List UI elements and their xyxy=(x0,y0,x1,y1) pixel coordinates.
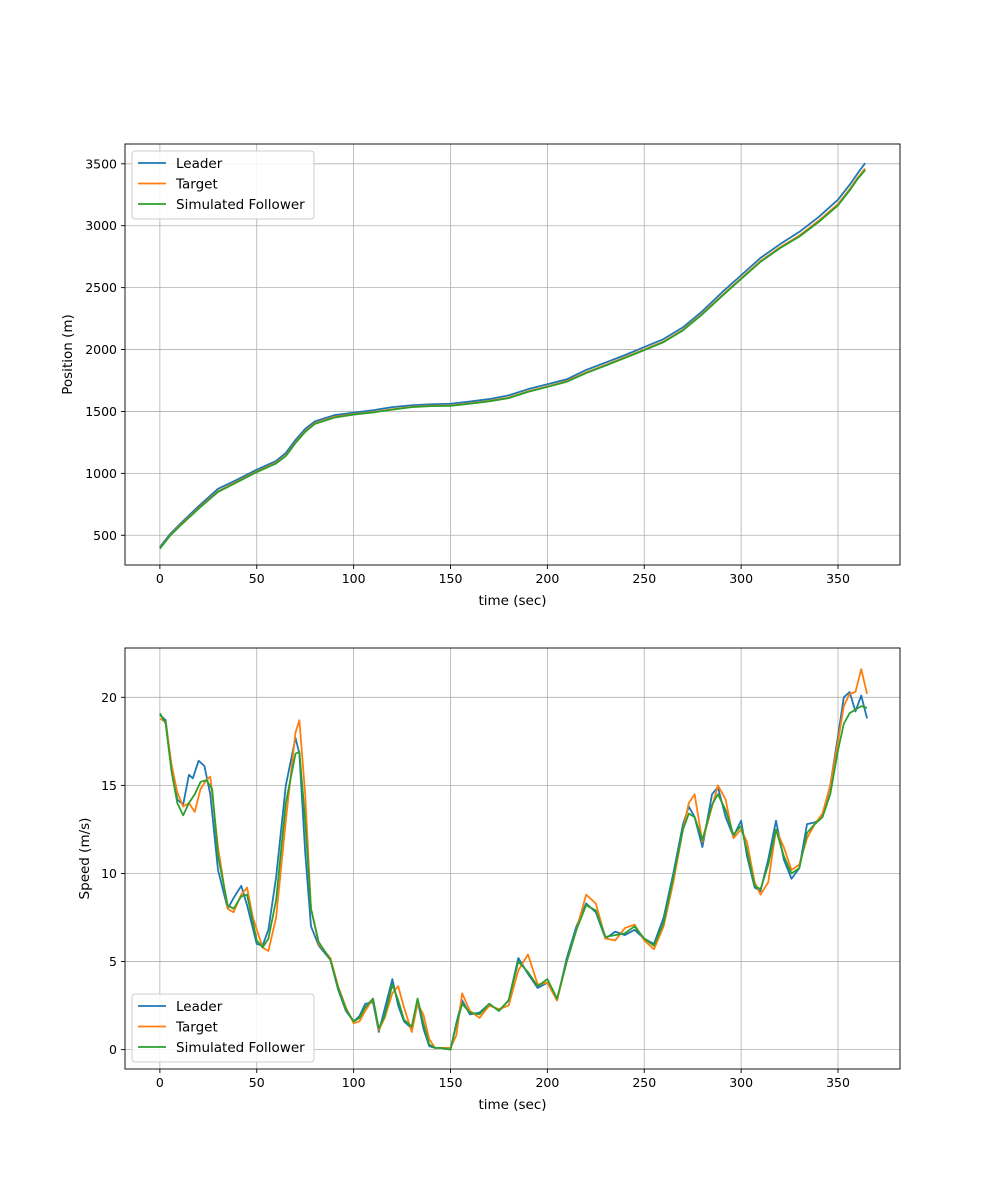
position-chart-xtick-label-2: 100 xyxy=(342,571,366,586)
speed-chart-ytick-label-3: 15 xyxy=(101,778,117,793)
position-chart-ytick-label-6: 3500 xyxy=(85,156,117,171)
position-chart-xtick-label-5: 250 xyxy=(632,571,656,586)
position-chart-series-line-2 xyxy=(159,169,866,550)
position-chart-plot-frame xyxy=(124,143,901,566)
position-chart-xtick-label-6: 300 xyxy=(729,571,753,586)
speed-chart-xlabel: time (sec) xyxy=(478,1097,546,1113)
position-chart-legend-label-0: Leader xyxy=(176,156,223,172)
speed-chart-legend-box xyxy=(131,993,315,1063)
speed-chart-xtick-label-5: 250 xyxy=(632,1075,656,1090)
speed-chart-plot-frame xyxy=(124,647,901,1070)
speed-chart-legend-label-1: Target xyxy=(175,1020,218,1036)
position-chart-xlabel: time (sec) xyxy=(478,593,546,609)
position-chart-xtick-label-0: 0 xyxy=(156,571,164,586)
position-chart-legend: Leader Target Simulated Follower xyxy=(131,150,315,220)
position-chart-ytick-label-4: 2500 xyxy=(85,280,117,295)
position-chart-xtick-label-4: 200 xyxy=(535,571,559,586)
position-chart-ylabel: Position (m) xyxy=(60,314,76,395)
position-chart-xtick-label-1: 50 xyxy=(249,571,265,586)
speed-chart-series-line-2 xyxy=(159,705,868,1051)
speed-chart-xtick-label-3: 150 xyxy=(439,1075,463,1090)
position-chart-xtick-label-3: 150 xyxy=(439,571,463,586)
position-chart: time (sec) Position (m) 0 50 100 150 200 250 3… xyxy=(60,143,901,609)
position-chart-ytick-label-5: 3000 xyxy=(85,218,117,233)
speed-chart-xtick-label-7: 350 xyxy=(826,1075,850,1090)
speed-chart-ytick-label-0: 0 xyxy=(109,1042,117,1057)
position-chart-series-line-0 xyxy=(159,162,866,548)
position-chart-legend-box xyxy=(131,150,315,220)
speed-chart-ylabel: Speed (m/s) xyxy=(77,818,93,900)
speed-chart-xtick-label-2: 100 xyxy=(342,1075,366,1090)
position-chart-ytick-label-0: 500 xyxy=(93,528,117,543)
position-chart-ytick-label-3: 2000 xyxy=(85,342,117,357)
speed-chart-legend-label-0: Leader xyxy=(176,999,223,1015)
speed-chart-xtick-label-6: 300 xyxy=(729,1075,753,1090)
speed-chart-legend: Leader Target Simulated Follower xyxy=(131,993,315,1063)
position-chart-legend-label-2: Simulated Follower xyxy=(176,197,305,213)
speed-chart: time (sec) Speed (m/s) 0 50 100 150 200 250 30… xyxy=(77,647,901,1113)
position-chart-xtick-label-7: 350 xyxy=(826,571,850,586)
position-chart-ytick-label-1: 1000 xyxy=(85,466,117,481)
speed-chart-xtick-label-4: 200 xyxy=(535,1075,559,1090)
speed-chart-ytick-label-4: 20 xyxy=(101,690,117,705)
speed-chart-xtick-label-0: 0 xyxy=(156,1075,164,1090)
speed-chart-xtick-label-1: 50 xyxy=(249,1075,265,1090)
position-chart-ytick-label-2: 1500 xyxy=(85,404,117,419)
speed-chart-legend-label-2: Simulated Follower xyxy=(176,1040,305,1056)
speed-chart-ytick-label-1: 5 xyxy=(109,954,117,969)
speed-chart-ytick-label-2: 10 xyxy=(101,866,117,881)
position-chart-legend-label-1: Target xyxy=(175,177,218,193)
